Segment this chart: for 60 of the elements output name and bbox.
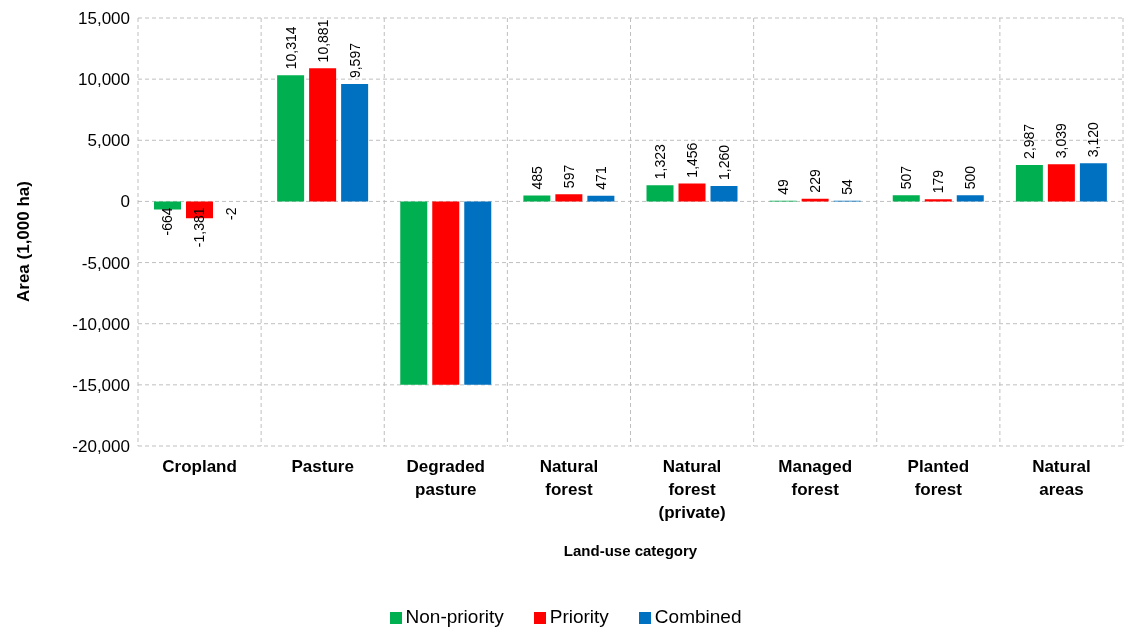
data-label: 9,597 [346,42,363,79]
x-tick-label: Managed forest [778,457,853,499]
y-tick-label: 0 [120,192,130,212]
bar [400,201,428,385]
bar [1079,163,1107,202]
legend-label: Non-priority [405,606,504,627]
data-label: 179 [930,169,947,194]
x-tick-label: Natural forest (private) [658,457,726,522]
x-tick-label: Pasture [291,457,354,476]
bar [956,195,984,202]
data-label: -1,381 [191,207,208,248]
y-tick-label: -20,000 [72,437,130,457]
y-tick-label: -10,000 [72,314,130,334]
bar [432,201,460,385]
bar [1047,164,1075,202]
bar [710,186,738,202]
y-tick-label: 10,000 [78,70,130,90]
legend-label: Combined [654,606,742,627]
bar [678,183,706,202]
data-label: 2,987 [1021,123,1038,159]
bar [464,201,492,385]
data-label: 54 [839,178,856,195]
bar [277,75,305,202]
bar [341,84,369,202]
data-label: -664 [159,207,176,236]
data-label: 10,881 [314,19,331,63]
data-label: -2 [223,207,240,220]
bar [1015,164,1043,202]
data-label: 1,260 [716,144,733,181]
bar [924,199,952,202]
x-axis-title: Land-use category [563,542,698,559]
x-tick-label: Natural forest [539,457,599,499]
x-tick-label: Cropland [162,457,237,476]
data-label: 229 [807,169,824,193]
legend-label: Priority [549,606,609,627]
bar [892,195,920,202]
data-label: 49 [775,179,792,195]
bar [646,185,674,202]
data-label: 10,314 [282,26,299,70]
data-label: 507 [898,165,915,190]
data-label: 597 [560,164,577,189]
data-label: 471 [592,166,609,190]
data-label: 485 [528,165,545,190]
data-label: 3,120 [1085,122,1102,158]
x-tick-label: Degraded pasture [406,457,486,499]
data-label: 1,323 [652,144,669,180]
y-tick-label: -5,000 [81,253,130,273]
bar [523,195,551,202]
x-tick-label: Planted forest [907,457,970,499]
y-axis-title: Area (1,000 ha) [14,181,34,302]
bar [154,201,182,210]
x-tick-label: Natural areas [1032,457,1091,499]
y-tick-label: 5,000 [87,131,130,151]
data-label: 1,456 [684,142,701,178]
data-label: 3,039 [1053,123,1070,159]
data-label: 500 [962,165,979,190]
y-tick-label: 15,000 [78,9,130,29]
bar [309,68,337,202]
y-tick-label: -15,000 [72,375,130,395]
bar [555,194,583,202]
